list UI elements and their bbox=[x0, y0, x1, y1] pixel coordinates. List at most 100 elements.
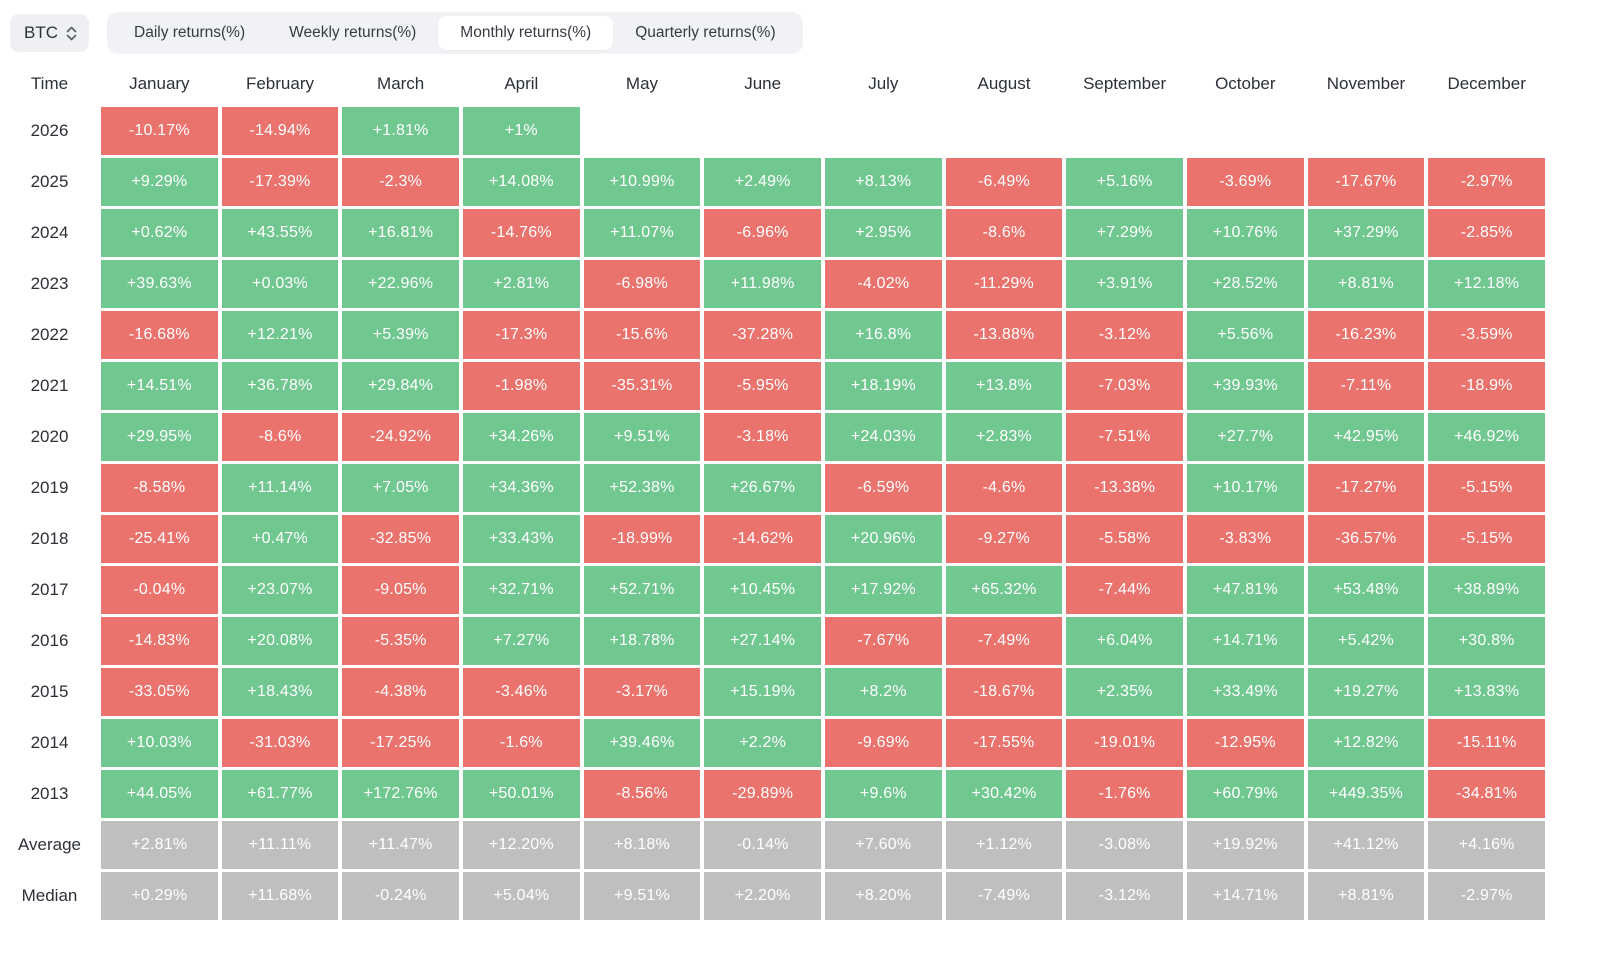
return-cell: +18.43% bbox=[221, 668, 339, 716]
tab-quarterly-returns[interactable]: Quarterly returns(%) bbox=[635, 24, 776, 41]
return-cell: +18.19% bbox=[824, 362, 942, 410]
column-header-october: October bbox=[1215, 74, 1276, 93]
return-cell: +10.99% bbox=[583, 158, 701, 206]
return-cell: -16.68% bbox=[101, 311, 218, 359]
return-cell bbox=[1428, 107, 1545, 155]
return-cell: +36.78% bbox=[221, 362, 339, 410]
return-cell: +2.49% bbox=[704, 158, 821, 206]
return-cell: -1.98% bbox=[462, 362, 580, 410]
symbol-select-value: BTC bbox=[24, 23, 58, 42]
return-cell: +14.51% bbox=[101, 362, 218, 410]
return-cell bbox=[704, 107, 821, 155]
return-cell: +61.77% bbox=[221, 770, 339, 818]
return-cell: +28.52% bbox=[1186, 260, 1304, 308]
column-header-time: Time bbox=[30, 74, 69, 93]
monthly-returns-table: Time January February March April May June July… bbox=[2, 64, 1545, 920]
row-label-median: Median bbox=[21, 886, 78, 905]
tab-monthly-returns[interactable]: Monthly returns(%) bbox=[438, 16, 614, 50]
return-cell: +27.14% bbox=[704, 617, 821, 665]
return-cell: +5.56% bbox=[1186, 311, 1304, 359]
return-cell: +0.47% bbox=[221, 515, 339, 563]
return-cell: +2.2% bbox=[704, 719, 821, 767]
return-cell: +10.45% bbox=[704, 566, 821, 614]
return-cell: -7.51% bbox=[1066, 413, 1183, 461]
return-cell: -1.6% bbox=[462, 719, 580, 767]
return-cell: +44.05% bbox=[101, 770, 218, 818]
return-cell: +24.03% bbox=[824, 413, 942, 461]
return-cell: -17.3% bbox=[462, 311, 580, 359]
return-cell: -3.17% bbox=[583, 668, 701, 716]
return-cell: -3.59% bbox=[1428, 311, 1545, 359]
return-cell: -7.49% bbox=[945, 617, 1063, 665]
return-cell: +42.95% bbox=[1307, 413, 1425, 461]
return-cell: +0.62% bbox=[101, 209, 218, 257]
return-cell bbox=[1187, 107, 1304, 155]
return-cell: +19.92% bbox=[1186, 821, 1304, 869]
return-cell: +5.39% bbox=[342, 311, 459, 359]
row-label-2022: 2022 bbox=[30, 325, 69, 344]
return-cell: +19.27% bbox=[1307, 668, 1425, 716]
return-cell: +7.27% bbox=[462, 617, 580, 665]
return-cell: +10.03% bbox=[101, 719, 218, 767]
return-cell bbox=[584, 107, 701, 155]
return-cell: +60.79% bbox=[1186, 770, 1304, 818]
return-cell: +46.92% bbox=[1428, 413, 1545, 461]
return-cell: -11.29% bbox=[945, 260, 1063, 308]
return-cell: -2.85% bbox=[1428, 209, 1545, 257]
return-cell: +10.17% bbox=[1186, 464, 1304, 512]
row-label-2015: 2015 bbox=[30, 682, 69, 701]
return-cell: -31.03% bbox=[221, 719, 339, 767]
return-cell: -37.28% bbox=[704, 311, 821, 359]
return-cell: -2.97% bbox=[1428, 872, 1545, 920]
return-cell: -25.41% bbox=[101, 515, 218, 563]
return-cell: +52.38% bbox=[583, 464, 701, 512]
return-cell: +33.49% bbox=[1186, 668, 1304, 716]
return-cell: +30.42% bbox=[945, 770, 1063, 818]
return-cell: -6.59% bbox=[824, 464, 942, 512]
return-cell: -8.56% bbox=[583, 770, 701, 818]
return-cell: +65.32% bbox=[945, 566, 1063, 614]
symbol-select[interactable]: BTC bbox=[10, 14, 89, 52]
return-cell: +14.71% bbox=[1186, 617, 1304, 665]
tab-daily-returns[interactable]: Daily returns(%) bbox=[134, 24, 246, 41]
return-cell: -6.49% bbox=[945, 158, 1063, 206]
return-cell: -33.05% bbox=[101, 668, 218, 716]
return-cell: -14.76% bbox=[462, 209, 580, 257]
return-cell: +16.8% bbox=[824, 311, 942, 359]
return-cell: +4.16% bbox=[1428, 821, 1545, 869]
return-cell bbox=[1308, 107, 1425, 155]
return-cell: +29.84% bbox=[342, 362, 459, 410]
return-cell: -9.05% bbox=[342, 566, 459, 614]
return-cell bbox=[825, 107, 942, 155]
return-cell: -24.92% bbox=[342, 413, 459, 461]
return-cell: -3.12% bbox=[1066, 872, 1183, 920]
row-label-2013: 2013 bbox=[30, 784, 69, 803]
return-cell: -0.14% bbox=[704, 821, 821, 869]
return-cell: +15.19% bbox=[704, 668, 821, 716]
return-cell: -8.6% bbox=[945, 209, 1063, 257]
return-cell: -3.46% bbox=[462, 668, 580, 716]
return-cell: -5.95% bbox=[704, 362, 821, 410]
return-cell: -17.27% bbox=[1307, 464, 1425, 512]
return-cell: -2.97% bbox=[1428, 158, 1545, 206]
return-cell: +30.8% bbox=[1428, 617, 1545, 665]
return-cell: +33.43% bbox=[462, 515, 580, 563]
return-cell: +5.04% bbox=[462, 872, 580, 920]
return-cell: +5.16% bbox=[1066, 158, 1183, 206]
return-cell: +39.63% bbox=[101, 260, 218, 308]
tab-weekly-returns[interactable]: Weekly returns(%) bbox=[289, 24, 417, 41]
return-cell: +50.01% bbox=[462, 770, 580, 818]
return-cell: -3.12% bbox=[1066, 311, 1183, 359]
return-cell bbox=[946, 107, 1063, 155]
return-cell: -5.15% bbox=[1428, 515, 1545, 563]
return-cell: +37.29% bbox=[1307, 209, 1425, 257]
return-cell: +12.20% bbox=[462, 821, 580, 869]
return-cell: -0.24% bbox=[342, 872, 459, 920]
return-cell: -3.18% bbox=[704, 413, 821, 461]
return-cell: +20.08% bbox=[221, 617, 339, 665]
return-cell: +1.12% bbox=[945, 821, 1063, 869]
return-cell: +449.35% bbox=[1307, 770, 1425, 818]
return-cell: +6.04% bbox=[1066, 617, 1183, 665]
return-cell: +22.96% bbox=[342, 260, 459, 308]
column-header-april: April bbox=[504, 74, 539, 93]
